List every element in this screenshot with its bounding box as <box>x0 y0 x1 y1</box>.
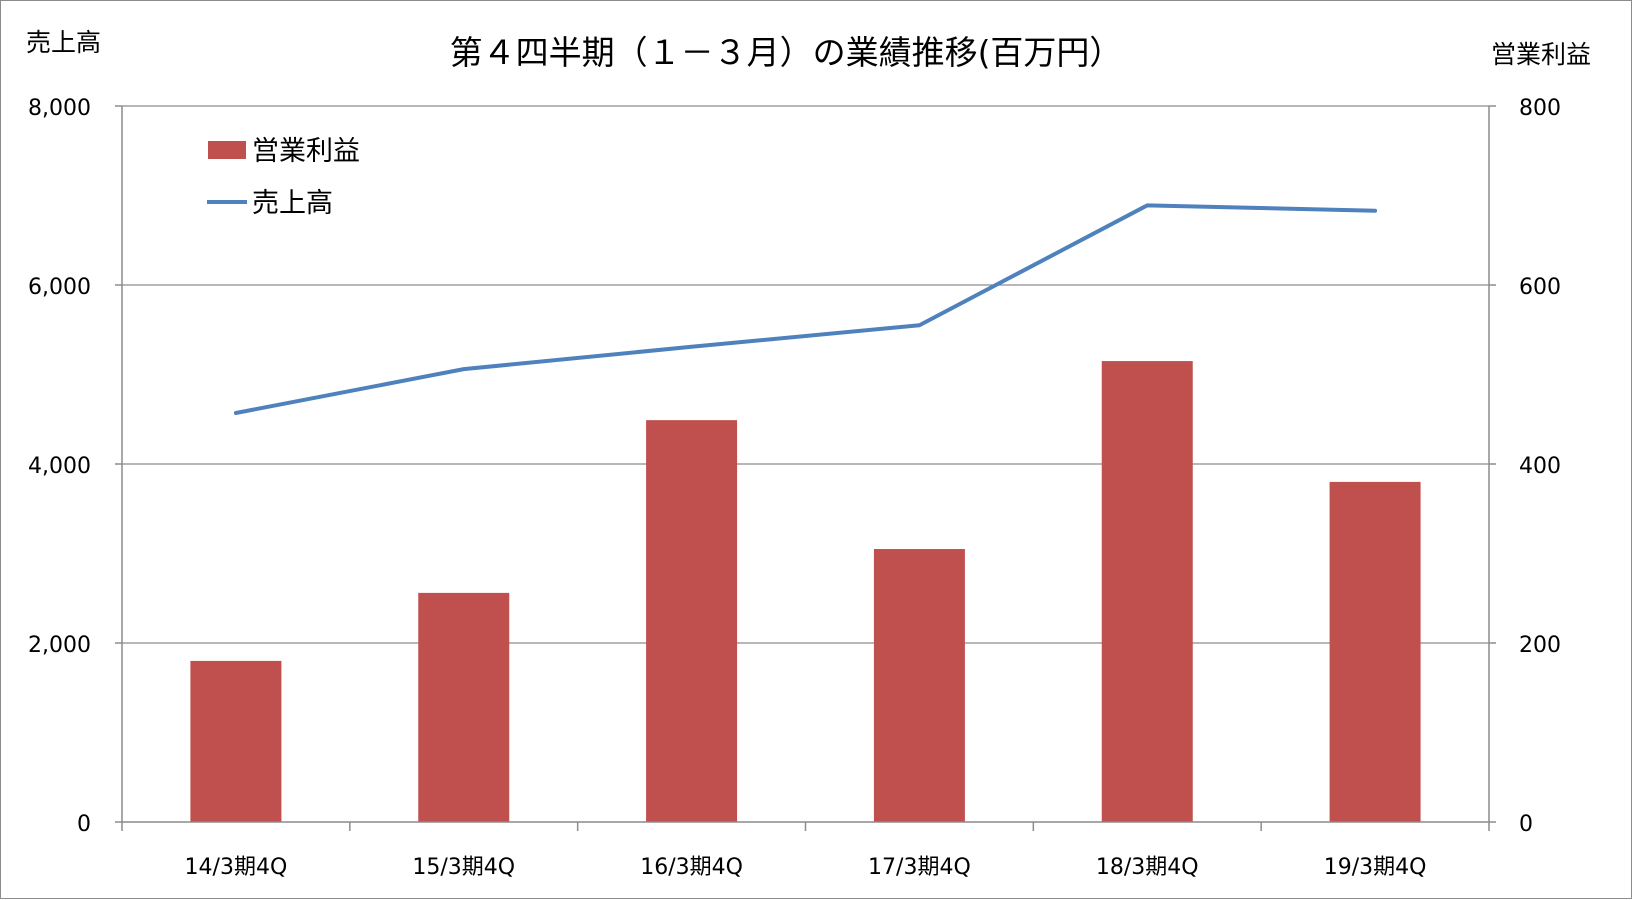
left-axis-title: 売上高 <box>26 28 101 57</box>
category-labels: 14/3期4Q 15/3期4Q 16/3期4Q 17/3期4Q 18/3期4Q 19/3期… <box>185 855 1427 880</box>
left-tick-label: 2,000 <box>28 633 91 658</box>
category-label: 16/3期4Q <box>640 855 743 880</box>
legend-bar-swatch <box>208 141 246 159</box>
grid-lines <box>122 105 1489 644</box>
left-tick-label: 0 <box>77 812 91 837</box>
category-label: 15/3期4Q <box>412 855 515 880</box>
bar-operating-profit <box>418 592 510 822</box>
line-series <box>233 203 1378 415</box>
left-tick-label: 4,000 <box>28 454 91 479</box>
bar-operating-profit <box>646 420 738 822</box>
left-axis-ticks: 0 2,000 4,000 6,000 8,000 <box>28 96 91 837</box>
left-tick-label: 6,000 <box>28 275 91 300</box>
category-label: 14/3期4Q <box>185 855 288 880</box>
line-sales <box>233 203 1378 415</box>
right-axis-title: 営業利益 <box>1491 40 1591 69</box>
chart-title: 第４四半期（１－３月）の業績推移(百万円） <box>450 33 1123 72</box>
right-tick-label: 0 <box>1519 812 1533 837</box>
legend: 営業利益 売上高 <box>207 136 360 219</box>
right-tick-label: 400 <box>1519 454 1561 479</box>
right-axis-ticks: 0 200 400 600 800 <box>1519 96 1561 837</box>
bar-operating-profit <box>1101 361 1193 822</box>
legend-line-label: 売上高 <box>252 188 333 219</box>
axes <box>115 105 1496 831</box>
left-tick-label: 8,000 <box>28 96 91 121</box>
right-tick-label: 800 <box>1519 96 1561 121</box>
category-label: 17/3期4Q <box>868 855 971 880</box>
bar-series <box>190 361 1421 822</box>
right-tick-label: 600 <box>1519 275 1561 300</box>
right-tick-label: 200 <box>1519 633 1561 658</box>
bar-operating-profit <box>873 549 965 822</box>
legend-bar-label: 営業利益 <box>252 136 360 167</box>
bar-operating-profit <box>1329 481 1421 822</box>
category-label: 19/3期4Q <box>1324 855 1427 880</box>
category-label: 18/3期4Q <box>1096 855 1199 880</box>
bar-operating-profit <box>190 660 282 822</box>
